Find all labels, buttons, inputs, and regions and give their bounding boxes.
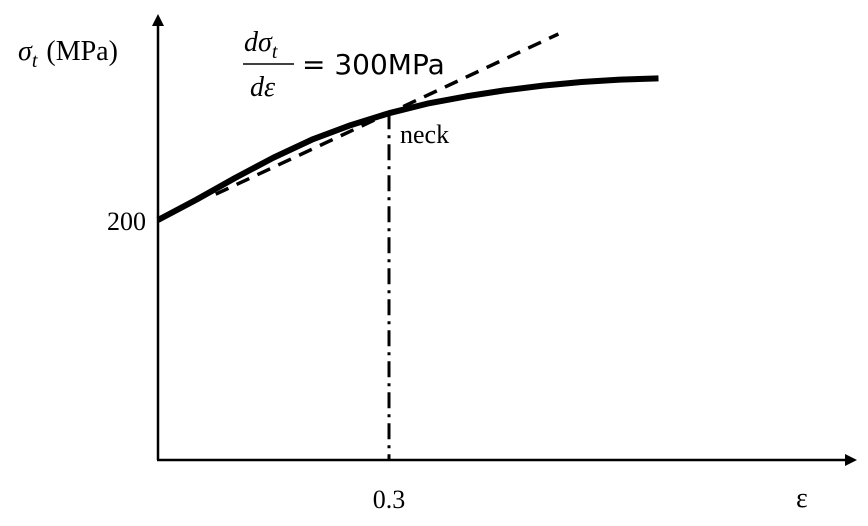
neck-label: neck: [400, 120, 449, 149]
x-tick-label-0-3: 0.3: [373, 485, 406, 514]
equation-rhs: = 300MPa: [302, 48, 445, 81]
slope-equation: dσt dε = 300MPa: [243, 27, 445, 103]
equation-denominator: dε: [250, 72, 275, 103]
y-axis-label: σt (MPa): [18, 36, 118, 72]
x-axis-label: ε: [796, 483, 808, 514]
true-stress-curve: [156, 75, 659, 223]
y-tick-label-200: 200: [107, 207, 146, 236]
equation-numerator: dσt: [244, 27, 278, 63]
